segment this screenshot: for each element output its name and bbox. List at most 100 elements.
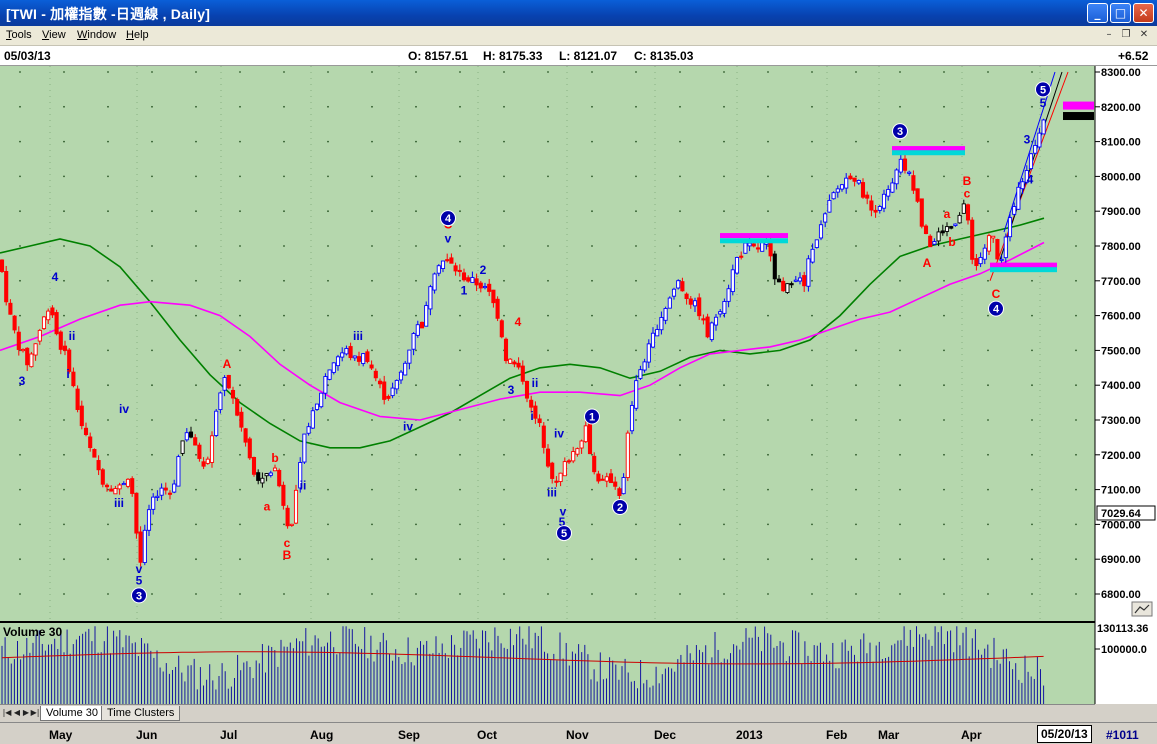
menu-tools[interactable]: Tools (6, 29, 32, 41)
candle-body (83, 427, 89, 435)
candle-body (806, 258, 811, 287)
price-candle (596, 470, 601, 484)
candle-body (944, 226, 950, 232)
price-candle (625, 430, 630, 482)
grid-dot (767, 384, 769, 387)
price-candle (167, 490, 173, 500)
maximize-button[interactable]: □ (1110, 3, 1131, 23)
candle-body (403, 362, 408, 376)
candle-body (54, 312, 59, 335)
price-candle (802, 271, 807, 292)
price-candle (298, 457, 303, 493)
menu-help[interactable]: Help (126, 29, 149, 41)
price-candle (881, 189, 887, 213)
candle-body (449, 257, 454, 264)
candle-body (289, 523, 294, 526)
last-tab-icon[interactable]: ▶| (30, 708, 40, 717)
grid-dot (547, 140, 549, 143)
price-candle (117, 482, 122, 495)
grid-dot (239, 314, 241, 317)
candle-body (487, 283, 492, 292)
price-candle (302, 433, 307, 464)
price-candle (718, 309, 723, 318)
menu-window[interactable]: Window (77, 29, 117, 41)
price-candle (419, 321, 425, 329)
price-candle (995, 238, 1000, 261)
grid-dot (635, 140, 637, 143)
candle-body (697, 297, 702, 317)
price-candle (592, 452, 597, 475)
chart-area[interactable]: 43iiiiiiivv5AbacBiiiiiivCv2143iiiiviiiv5… (0, 66, 1157, 742)
price-candle (890, 178, 895, 194)
wave-label: ii (300, 479, 307, 493)
price-candle (579, 439, 584, 454)
candle-body (516, 362, 521, 368)
grid-dot (415, 279, 417, 282)
price-candle (79, 400, 84, 430)
price-candle (529, 395, 534, 413)
candle-body (852, 177, 857, 182)
mdi-restore-icon[interactable]: ❐ (1121, 29, 1131, 40)
price-candle (272, 464, 278, 472)
first-tab-icon[interactable]: |◀ (2, 708, 12, 717)
grid-dot (1031, 105, 1033, 108)
grid-dot (1031, 349, 1033, 352)
grid-dot (635, 245, 637, 247)
candle-body (646, 343, 651, 363)
candle-body (1020, 181, 1025, 190)
mdi-minimize-icon[interactable]: – (1106, 29, 1112, 40)
price-candle (188, 426, 194, 439)
menu-view[interactable]: View (42, 29, 66, 41)
price-candle (659, 311, 664, 335)
candle-body (839, 184, 845, 190)
close-button[interactable]: ✕ (1133, 3, 1154, 23)
grid-dot (239, 558, 241, 561)
minimize-button[interactable]: _ (1087, 3, 1108, 23)
grid-dot (195, 105, 197, 108)
price-candle (121, 481, 126, 486)
grid-dot (19, 279, 21, 282)
price-candle (205, 456, 210, 465)
candle-body (634, 380, 639, 409)
candle-body (222, 377, 227, 391)
candle-body (625, 432, 630, 478)
mdi-close-icon[interactable]: ✕ (1139, 29, 1149, 40)
grid-dot (107, 71, 109, 73)
next-tab-icon[interactable]: ▶ (22, 708, 30, 717)
price-chart[interactable]: 43iiiiiiivv5AbacBiiiiiivCv2143iiiiviiiv5… (0, 66, 1157, 704)
wave-circle-label: 5 (1035, 81, 1051, 98)
tab-volume[interactable]: Volume 30 (40, 706, 104, 721)
candle-body (936, 231, 941, 242)
price-candle (335, 354, 341, 371)
wave-label: c (964, 186, 971, 200)
candle-body (142, 529, 147, 563)
grid-dot (1031, 384, 1033, 387)
price-tick-label: 7800.00 (1101, 241, 1141, 253)
candle-body (344, 348, 349, 355)
price-candle (701, 314, 706, 325)
price-candle (789, 281, 794, 288)
prev-tab-icon[interactable]: ◀ (13, 708, 21, 717)
price-candle (83, 422, 89, 437)
candle-body (961, 203, 966, 214)
candle-body (277, 469, 282, 487)
price-candle (638, 365, 643, 380)
price-candle (818, 220, 824, 241)
price-candle (726, 284, 731, 308)
candle-body (356, 356, 362, 362)
candle-body (898, 158, 903, 173)
grid-dot (107, 279, 109, 282)
candle-body (382, 381, 387, 400)
grid-dot (811, 384, 813, 387)
grid-dot (195, 71, 197, 73)
grid-dot (19, 488, 21, 491)
grid-dot (591, 523, 593, 526)
candle-body (583, 425, 588, 443)
grid-dot (811, 453, 813, 456)
candle-body (970, 219, 975, 260)
grid-dot (107, 593, 109, 595)
tab-time-clusters[interactable]: Time Clusters (101, 706, 181, 721)
candle-body (923, 225, 929, 235)
grid-dot (723, 210, 725, 213)
grid-dot (327, 105, 329, 108)
